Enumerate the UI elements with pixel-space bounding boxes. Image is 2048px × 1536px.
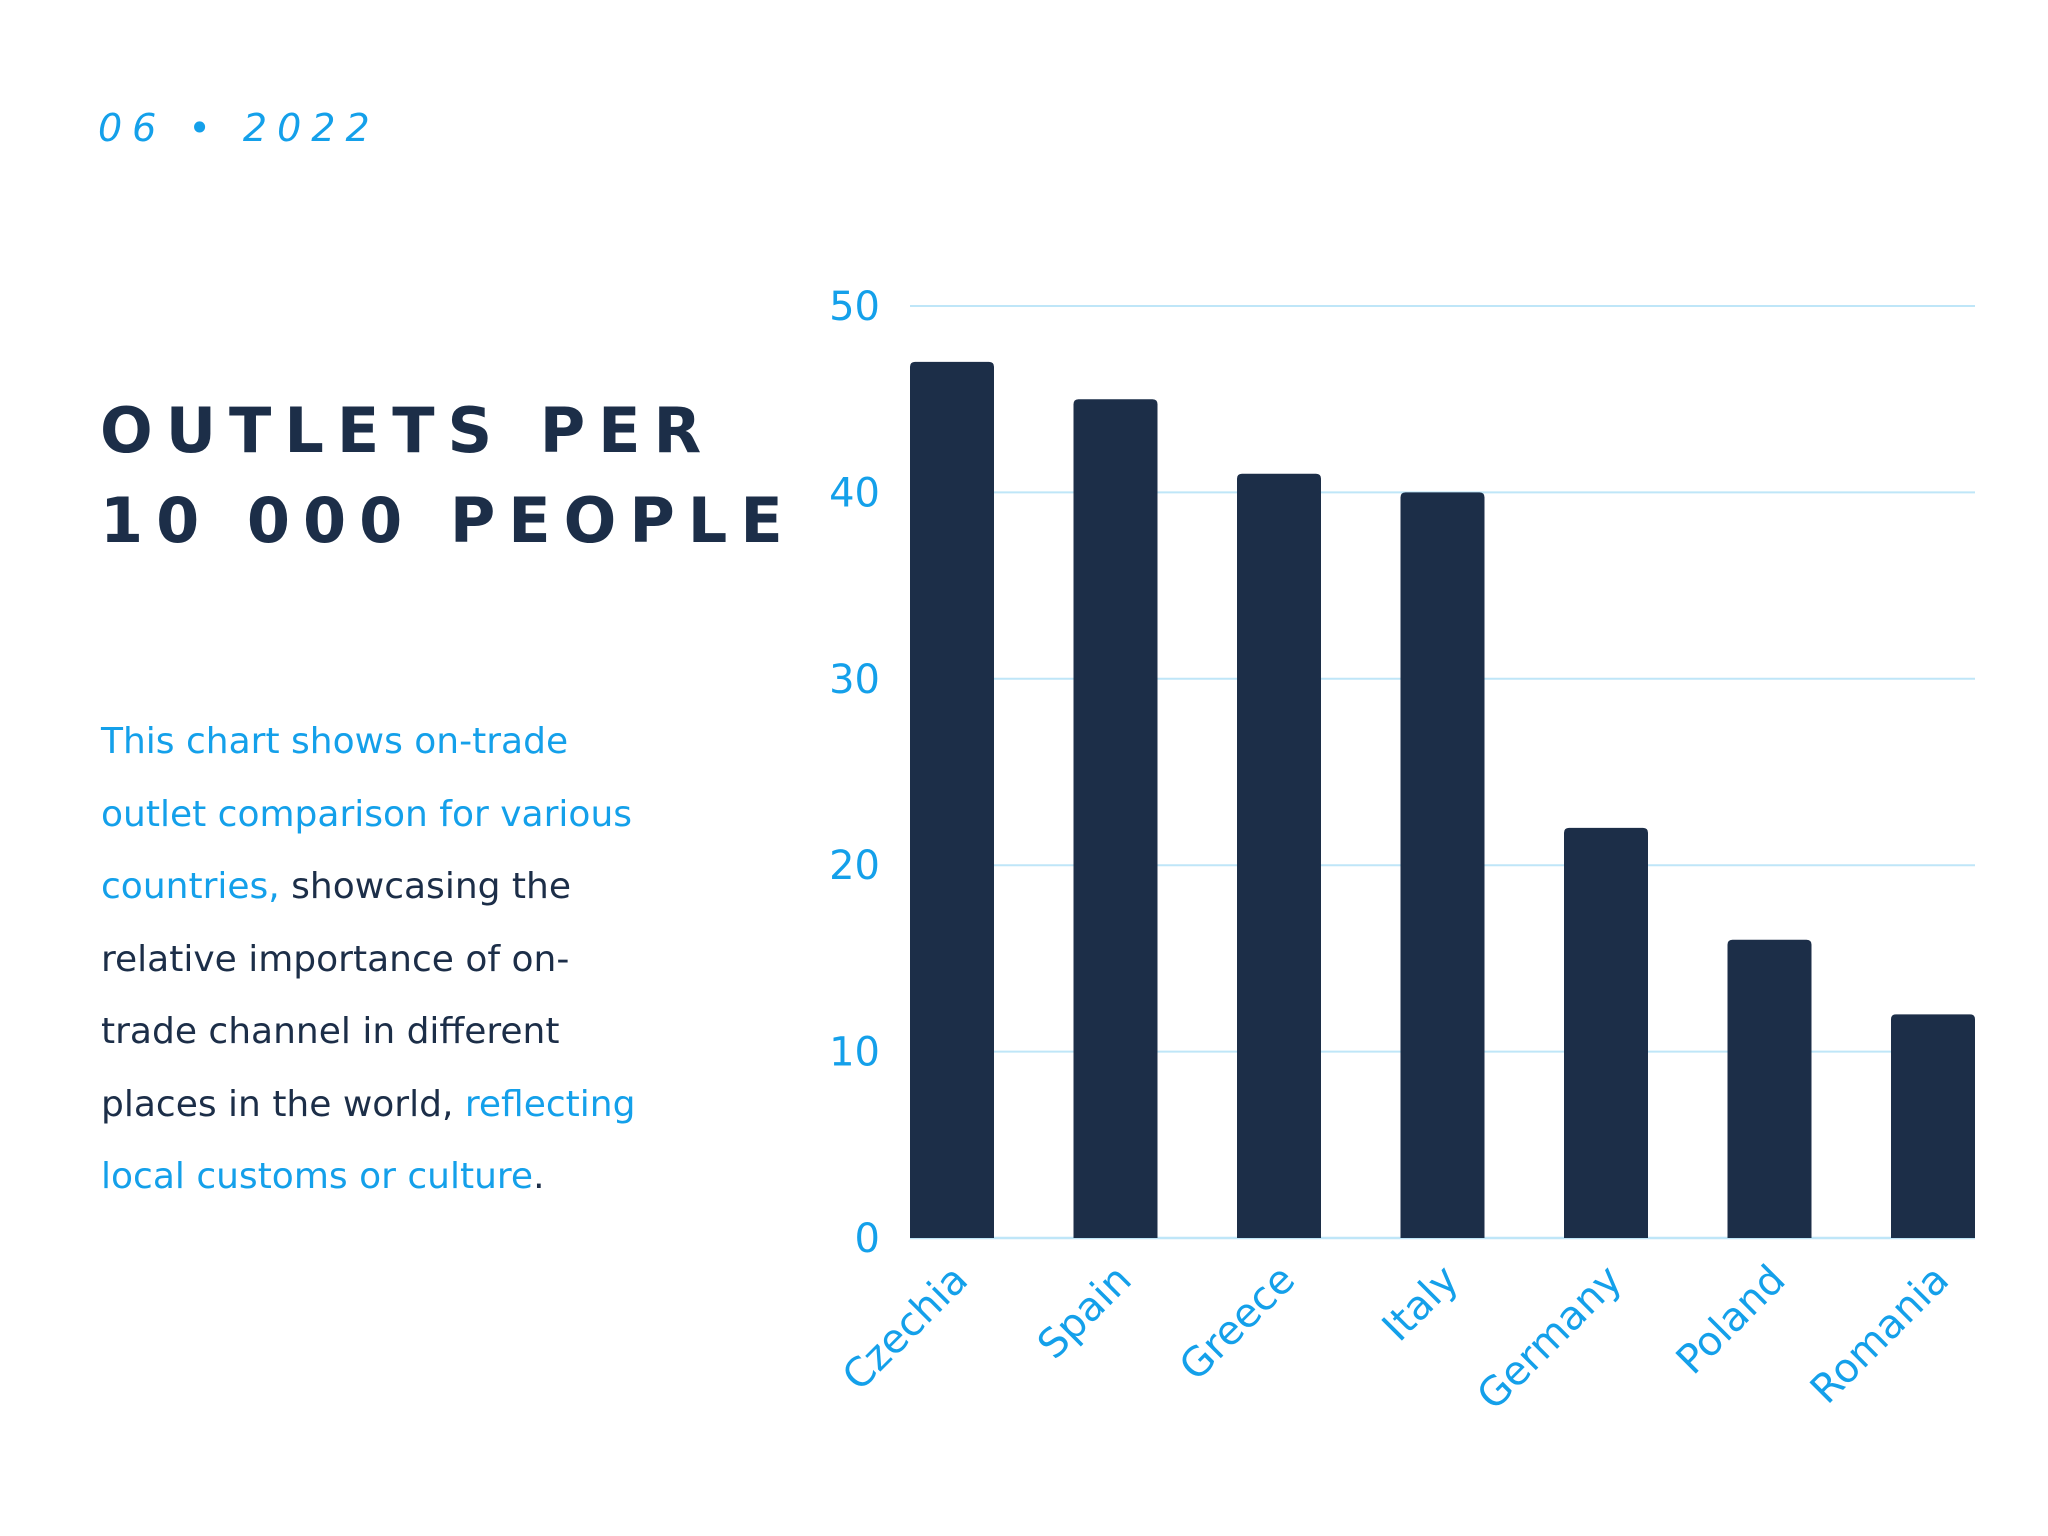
y-tick-label: 40 xyxy=(829,470,880,516)
description-line-1: This chart shows on-trade xyxy=(101,721,569,762)
bars xyxy=(910,361,1975,1238)
x-axis-ticks: Czechia Spain Greece Italy Germany Poland Roma… xyxy=(834,1257,1958,1420)
description-line-7: local customs or culture. xyxy=(101,1141,721,1214)
x-tick-label: Italy xyxy=(1374,1257,1468,1351)
x-tick-label: Poland xyxy=(1668,1257,1795,1384)
x-tick-label: Germany xyxy=(1469,1257,1632,1420)
description-text-showcasing: showcasing the xyxy=(279,866,572,907)
description-line-5: trade channel in different xyxy=(101,1011,560,1052)
bar-germany xyxy=(1564,827,1648,1238)
x-tick-label: Spain xyxy=(1029,1257,1141,1369)
description-highlight-customs: local customs or culture xyxy=(101,1156,534,1197)
description-highlight-reflecting: reflecting xyxy=(464,1083,636,1125)
bar-spain xyxy=(1073,399,1158,1238)
description-line-6: places in the world, reflecting xyxy=(101,1069,721,1142)
bar-italy xyxy=(1400,492,1485,1238)
description-line-2: outlet comparison for various xyxy=(101,793,633,835)
date-label: 06 • 2022 xyxy=(98,106,380,150)
y-tick-label: 0 xyxy=(855,1216,880,1262)
chart-heading: OUTLETS PER 10 000 PEOPLE xyxy=(100,386,796,566)
y-tick-label: 30 xyxy=(829,657,880,703)
y-tick-label: 10 xyxy=(829,1030,880,1076)
bar-poland xyxy=(1727,939,1812,1238)
x-tick-label: Romania xyxy=(1802,1257,1958,1413)
bar-romania xyxy=(1891,1014,1975,1238)
description-line-3: countries, showcasing the xyxy=(101,851,721,924)
description-text-places: places in the world, xyxy=(101,1083,465,1125)
y-tick-label: 50 xyxy=(829,284,880,330)
description-line-4: relative importance of on- xyxy=(101,938,570,980)
description-period: . xyxy=(533,1156,545,1197)
bar-greece xyxy=(1237,473,1321,1238)
x-tick-label: Czechia xyxy=(834,1257,977,1400)
bar-czechia xyxy=(910,361,994,1238)
description: This chart shows on-trade outlet compari… xyxy=(101,706,721,1214)
chart-heading-line-1: OUTLETS PER xyxy=(100,394,715,467)
y-axis-ticks: 0 10 20 30 40 50 xyxy=(829,284,880,1262)
description-highlight-countries: countries, xyxy=(101,866,280,907)
x-tick-label: Greece xyxy=(1171,1257,1304,1390)
chart-heading-line-2: 10 000 PEOPLE xyxy=(100,484,796,557)
y-tick-label: 20 xyxy=(829,843,880,889)
